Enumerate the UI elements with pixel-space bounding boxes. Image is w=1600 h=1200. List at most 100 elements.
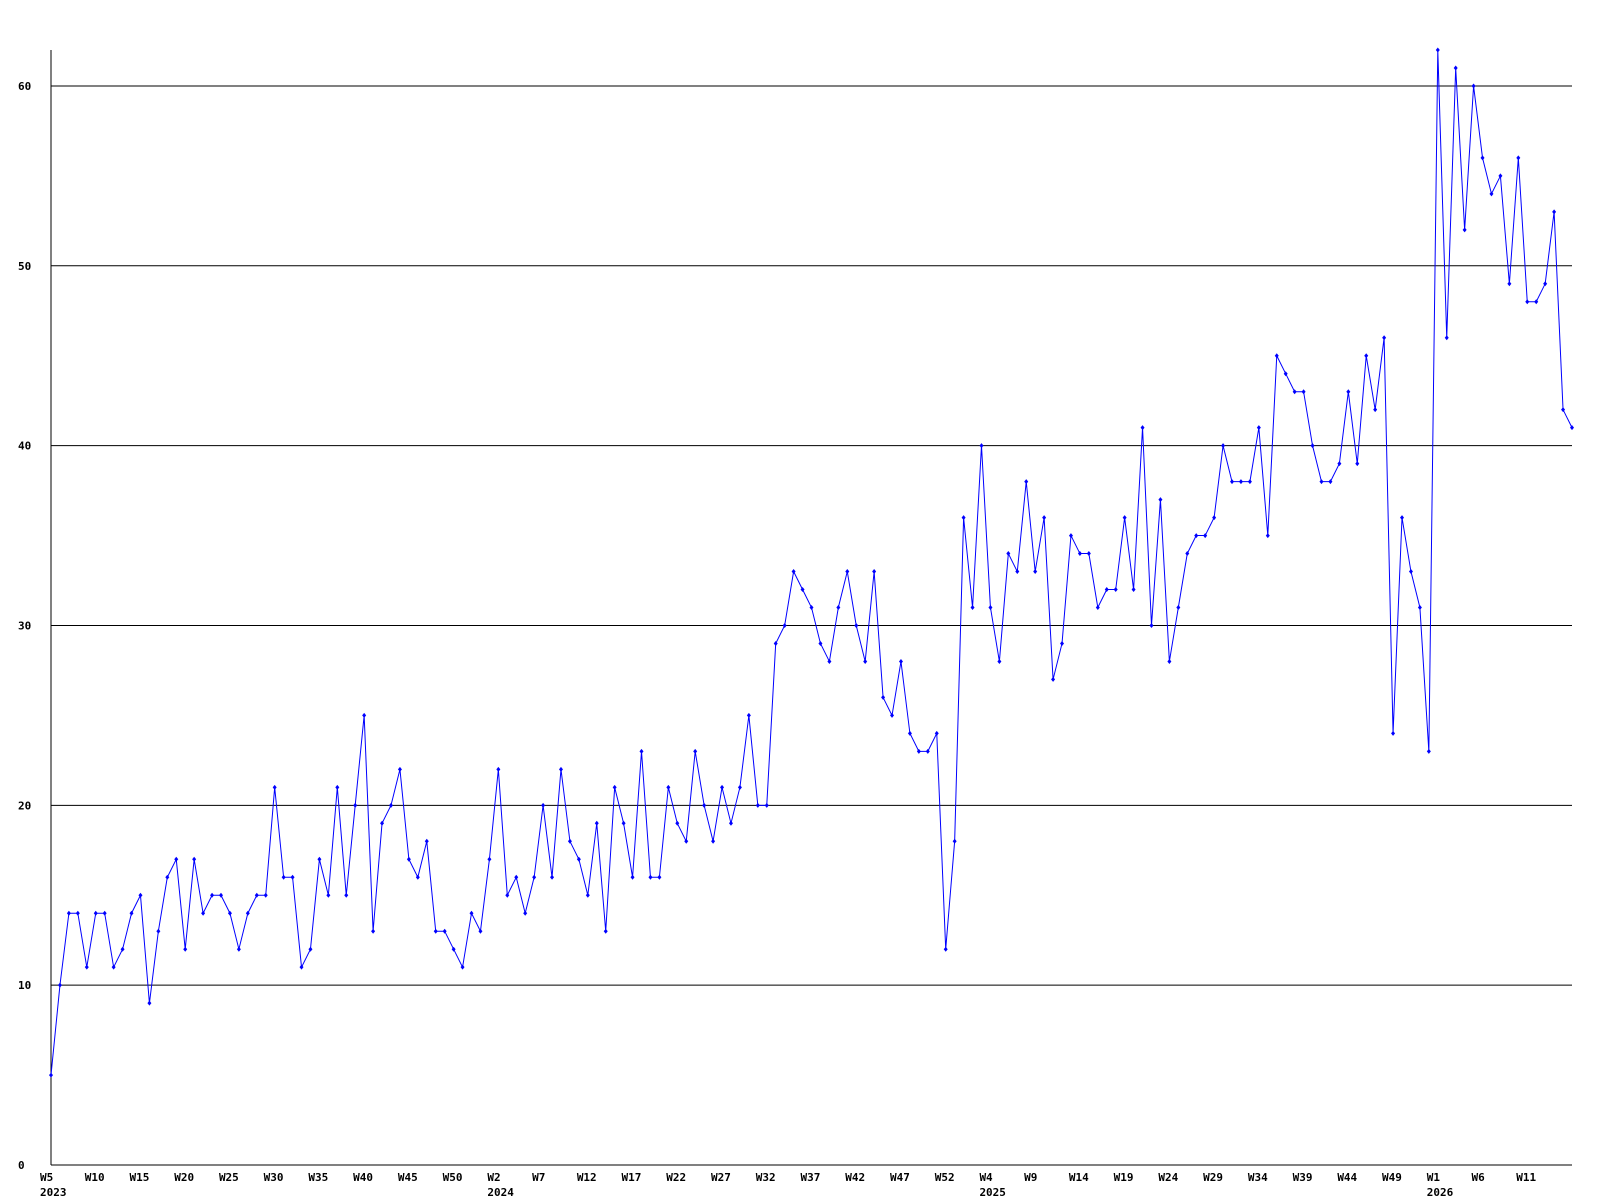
point xyxy=(1230,479,1235,485)
point xyxy=(648,874,653,880)
point xyxy=(1552,209,1557,215)
point xyxy=(818,640,823,646)
point xyxy=(961,515,966,521)
x-tick-label: W9 xyxy=(1024,1171,1037,1184)
x-tick-label: W27 xyxy=(711,1171,731,1184)
point xyxy=(827,658,832,664)
point xyxy=(84,964,89,970)
point xyxy=(1104,587,1109,593)
point xyxy=(478,928,483,934)
point xyxy=(1033,569,1038,575)
point xyxy=(1274,353,1279,359)
x-tick-label: W6 xyxy=(1472,1171,1486,1184)
x-tick-label: W12 xyxy=(577,1171,597,1184)
point xyxy=(1337,461,1342,467)
point xyxy=(138,892,143,898)
point xyxy=(1498,173,1503,179)
point xyxy=(1462,227,1467,233)
x-tick-label: W25 xyxy=(219,1171,239,1184)
point xyxy=(1391,730,1396,736)
point xyxy=(639,748,644,754)
x-tick-label: W15 xyxy=(129,1171,149,1184)
point xyxy=(1525,299,1530,305)
point xyxy=(1346,389,1351,395)
point xyxy=(102,910,107,916)
point xyxy=(854,622,859,628)
point xyxy=(66,910,71,916)
x-tick-label: W20 xyxy=(174,1171,194,1184)
point xyxy=(872,569,877,575)
point xyxy=(1086,551,1091,557)
point xyxy=(755,802,760,808)
point xyxy=(1158,497,1163,503)
point xyxy=(1015,569,1020,575)
x-tick-label: W49 xyxy=(1382,1171,1402,1184)
point xyxy=(1516,155,1521,161)
point xyxy=(299,964,304,970)
y-tick-label: 20 xyxy=(18,799,31,812)
point xyxy=(236,946,241,952)
point xyxy=(380,820,385,826)
point xyxy=(1095,605,1100,610)
point xyxy=(263,892,268,898)
y-tick-label: 40 xyxy=(18,440,31,453)
point xyxy=(1471,83,1476,89)
point xyxy=(970,605,975,610)
point xyxy=(523,910,528,916)
point xyxy=(1265,533,1270,539)
point xyxy=(1212,515,1217,521)
point xyxy=(1113,587,1118,593)
point xyxy=(406,856,411,862)
point xyxy=(1122,515,1127,521)
point xyxy=(898,658,903,664)
point xyxy=(362,712,367,718)
point xyxy=(809,605,814,610)
x-tick-label: W11 xyxy=(1516,1171,1536,1184)
point xyxy=(111,964,116,970)
point xyxy=(1176,605,1181,610)
year-label: 2024 xyxy=(487,1186,514,1199)
point xyxy=(183,946,188,952)
point xyxy=(1310,443,1315,449)
point xyxy=(720,784,725,790)
point xyxy=(353,802,358,808)
point xyxy=(916,748,921,754)
point xyxy=(773,640,778,646)
point xyxy=(1382,335,1387,341)
point xyxy=(657,874,662,880)
y-tick-label: 0 xyxy=(18,1159,25,1172)
year-label: 2025 xyxy=(979,1186,1006,1199)
point xyxy=(433,928,438,934)
x-tick-label: W24 xyxy=(1158,1171,1178,1184)
point xyxy=(442,928,447,934)
point xyxy=(174,856,179,862)
x-tick-label: W44 xyxy=(1337,1171,1357,1184)
point xyxy=(1301,389,1306,395)
point xyxy=(1068,533,1073,539)
x-tick-label: W2 xyxy=(487,1171,500,1184)
point xyxy=(532,874,537,880)
point xyxy=(1185,551,1190,557)
point xyxy=(997,658,1002,664)
point xyxy=(1355,461,1360,467)
point xyxy=(93,910,98,916)
point xyxy=(192,856,197,862)
point xyxy=(129,910,134,916)
point xyxy=(272,784,277,790)
y-tick-label: 60 xyxy=(18,80,31,93)
point xyxy=(218,892,223,898)
point xyxy=(1435,47,1440,53)
x-tick-label: W29 xyxy=(1203,1171,1223,1184)
point xyxy=(1140,425,1145,431)
x-tick-label: W35 xyxy=(308,1171,328,1184)
point xyxy=(201,910,206,916)
x-tick-label: W37 xyxy=(801,1171,821,1184)
point xyxy=(1408,569,1413,575)
point xyxy=(711,838,716,844)
x-tick-label: W39 xyxy=(1293,1171,1313,1184)
point xyxy=(1453,65,1458,71)
point xyxy=(165,874,170,880)
point xyxy=(1006,551,1011,557)
point xyxy=(1507,281,1512,287)
